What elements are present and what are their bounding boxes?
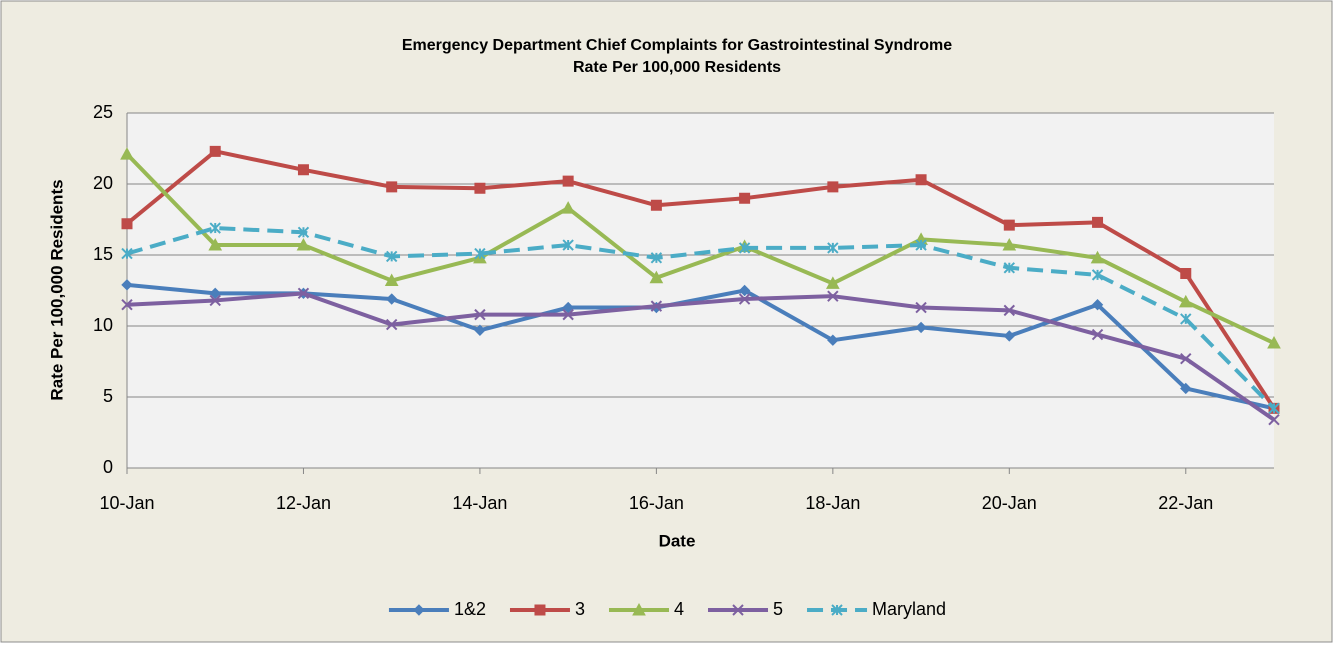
legend-marker (413, 604, 425, 616)
marker (1092, 216, 1104, 228)
marker (1091, 328, 1104, 341)
marker (1180, 352, 1192, 365)
x-tick-label: 18-Jan (805, 493, 860, 513)
marker (121, 247, 133, 260)
marker (1002, 238, 1017, 251)
x-tick-label: 12-Jan (276, 493, 331, 513)
legend: 1&2 3 4 5 Maryland (388, 599, 946, 619)
marker (650, 199, 662, 211)
legend-label: Maryland (872, 599, 946, 619)
marker (1178, 294, 1193, 308)
marker (297, 164, 309, 176)
chart-title: Emergency Department Chief Complaints fo… (402, 37, 952, 54)
legend-marker (534, 604, 546, 616)
marker (120, 147, 134, 160)
marker (209, 222, 221, 234)
marker (562, 308, 574, 321)
marker (562, 301, 574, 314)
marker (384, 273, 399, 287)
marker (1003, 262, 1016, 274)
y-tick-label: 10 (93, 315, 113, 335)
marker (1268, 414, 1280, 426)
y-axis-title: Rate Per 100,000 Residents (47, 179, 66, 400)
legend-marker (732, 604, 744, 616)
x-axis-title: Date (659, 531, 696, 550)
y-tick-label: 20 (93, 173, 113, 193)
marker (915, 301, 927, 314)
marker (121, 298, 133, 311)
marker (386, 181, 398, 193)
marker (1267, 335, 1281, 349)
marker (1003, 219, 1015, 231)
marker (474, 247, 486, 260)
legend-marker (831, 604, 843, 616)
marker (474, 182, 486, 194)
marker (650, 300, 663, 312)
legend-label: 4 (674, 599, 684, 619)
marker (827, 290, 839, 302)
series-line (126, 282, 1275, 411)
marker (1003, 330, 1016, 342)
marker (827, 242, 839, 254)
legend-label: 3 (575, 599, 585, 619)
y-tick-label: 0 (103, 457, 113, 477)
y-tick-label: 5 (103, 386, 113, 406)
marker (739, 192, 751, 204)
marker (1091, 298, 1104, 311)
x-tick-label: 14-Jan (452, 493, 507, 513)
legend-label: 5 (773, 599, 783, 619)
marker (209, 287, 221, 300)
series-line (126, 291, 1276, 422)
marker (738, 293, 751, 305)
marker (738, 284, 751, 297)
marker (121, 279, 133, 291)
series-line (125, 152, 1275, 345)
marker (1268, 402, 1280, 415)
marker (1090, 250, 1105, 264)
series-line (126, 226, 1276, 410)
marker (474, 308, 486, 321)
marker (385, 293, 398, 305)
marker (915, 174, 927, 186)
marker (297, 226, 310, 238)
marker (827, 334, 839, 346)
marker (827, 181, 839, 193)
marker (385, 250, 398, 263)
marker (209, 145, 221, 157)
marker (1180, 267, 1192, 279)
marker (826, 276, 840, 289)
marker (297, 287, 310, 300)
marker (915, 239, 927, 251)
series-line (125, 149, 1276, 410)
marker (385, 318, 398, 331)
x-tick-label: 10-Jan (99, 493, 154, 513)
x-tick-label: 22-Jan (1158, 493, 1213, 513)
x-tick-label: 20-Jan (982, 493, 1037, 513)
marker (1180, 313, 1192, 325)
marker (474, 324, 486, 336)
y-tick-label: 15 (93, 244, 113, 264)
y-tick-label: 25 (93, 102, 113, 122)
chart-subtitle: Rate Per 100,000 Residents (573, 59, 781, 76)
marker (1091, 269, 1104, 281)
marker (649, 270, 664, 284)
marker (650, 252, 663, 264)
legend-label: 1&2 (454, 599, 486, 619)
marker (562, 175, 574, 187)
marker (738, 242, 751, 254)
x-tick-label: 16-Jan (629, 493, 684, 513)
marker (561, 201, 575, 214)
marker (1180, 382, 1192, 395)
marker (562, 239, 574, 251)
marker (209, 294, 221, 307)
legend-marker (632, 602, 646, 616)
marker (1003, 304, 1016, 317)
marker (208, 238, 223, 251)
marker (121, 218, 133, 230)
marker (915, 321, 927, 334)
marker (296, 238, 311, 251)
